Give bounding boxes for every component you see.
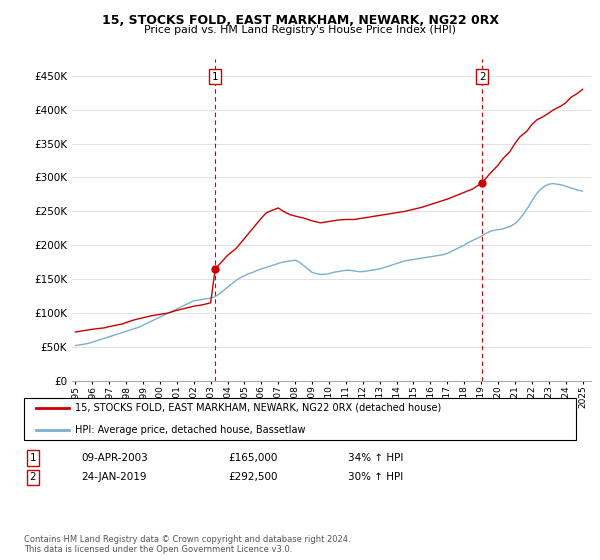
- Text: 1: 1: [212, 72, 218, 82]
- Text: £292,500: £292,500: [228, 472, 277, 482]
- Text: HPI: Average price, detached house, Bassetlaw: HPI: Average price, detached house, Bass…: [75, 424, 305, 435]
- Text: 09-APR-2003: 09-APR-2003: [81, 453, 148, 463]
- Text: Contains HM Land Registry data © Crown copyright and database right 2024.
This d: Contains HM Land Registry data © Crown c…: [24, 535, 350, 554]
- Text: Price paid vs. HM Land Registry's House Price Index (HPI): Price paid vs. HM Land Registry's House …: [144, 25, 456, 35]
- Text: 2: 2: [29, 472, 37, 482]
- Text: 30% ↑ HPI: 30% ↑ HPI: [348, 472, 403, 482]
- Text: 15, STOCKS FOLD, EAST MARKHAM, NEWARK, NG22 0RX: 15, STOCKS FOLD, EAST MARKHAM, NEWARK, N…: [101, 14, 499, 27]
- Text: 24-JAN-2019: 24-JAN-2019: [81, 472, 146, 482]
- Text: 1: 1: [29, 453, 37, 463]
- Text: £165,000: £165,000: [228, 453, 277, 463]
- Text: 2: 2: [479, 72, 485, 82]
- Text: 15, STOCKS FOLD, EAST MARKHAM, NEWARK, NG22 0RX (detached house): 15, STOCKS FOLD, EAST MARKHAM, NEWARK, N…: [75, 403, 441, 413]
- Text: 34% ↑ HPI: 34% ↑ HPI: [348, 453, 403, 463]
